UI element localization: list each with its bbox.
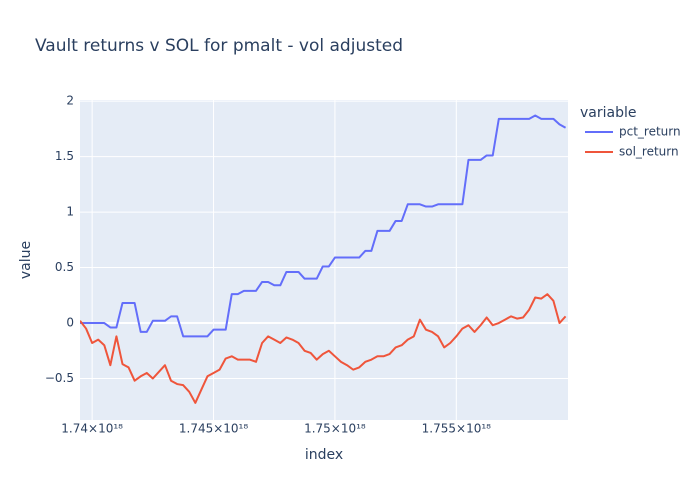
y-tick-label: 0.5	[55, 260, 74, 274]
x-tick-label: 1.745×10¹⁸	[179, 422, 248, 436]
y-tick-label: 2	[66, 94, 74, 108]
series-line	[80, 114, 567, 338]
y-tick-label: 1	[66, 205, 74, 219]
y-tick-label: −0.5	[45, 371, 74, 385]
x-tick-label: 1.75×10¹⁸	[304, 422, 366, 436]
series-line	[80, 293, 567, 404]
plot-area	[80, 100, 568, 420]
y-tick-label: 0	[66, 316, 74, 330]
x-tick-label: 1.755×10¹⁸	[422, 422, 491, 436]
y-tick-label: 1.5	[55, 149, 74, 163]
chart-title: Vault returns v SOL for pmalt - vol adju…	[35, 36, 403, 56]
x-axis-title: index	[305, 447, 343, 463]
y-axis-title: value	[18, 241, 34, 279]
legend-label: sol_return	[619, 145, 679, 159]
legend-label: pct_return	[619, 125, 681, 139]
x-tick-label: 1.74×10¹⁸	[61, 422, 123, 436]
legend-title: variable	[580, 105, 636, 121]
